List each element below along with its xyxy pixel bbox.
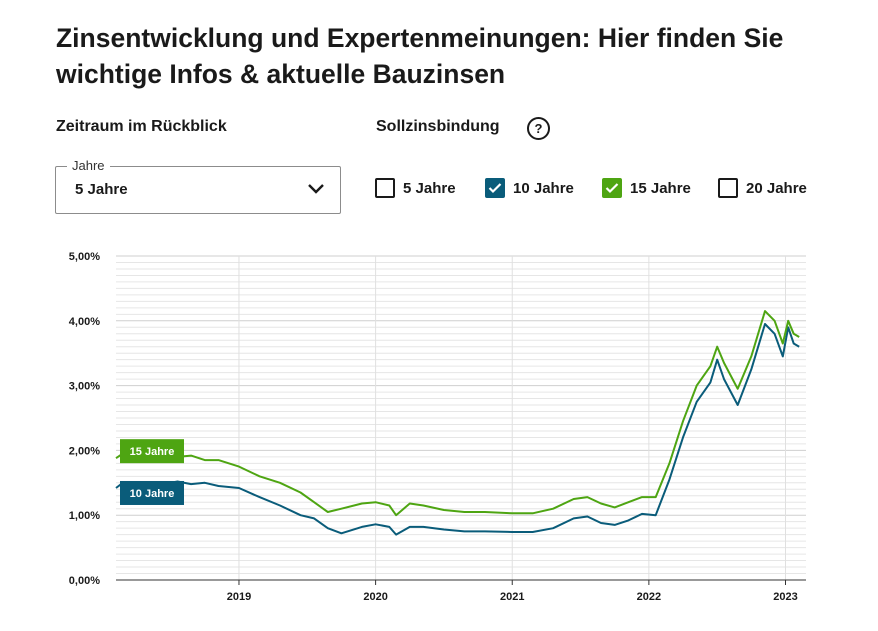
y-tick-label: 0,00% <box>69 575 100 587</box>
series-line-15-jahre <box>115 310 800 517</box>
checkbox-5-jahre-label: 5 Jahre <box>403 179 456 197</box>
checkbox-10-jahre[interactable]: 10 Jahre <box>485 178 574 198</box>
checkbox-20-jahre[interactable]: 20 Jahre <box>718 178 807 198</box>
series-badge-10-jahre <box>120 480 184 505</box>
checkbox-15-jahre[interactable]: 15 Jahre <box>602 178 691 198</box>
period-select-value: 5 Jahre <box>75 181 128 198</box>
y-tick-label: 1,00% <box>69 510 100 522</box>
x-tick-label: 2020 <box>363 591 387 603</box>
series-badge-label: 10 Jahre <box>130 488 175 500</box>
y-tick-label: 4,00% <box>69 316 100 328</box>
checkbox-20-jahre-box[interactable] <box>718 178 738 198</box>
checkbox-5-jahre[interactable]: 5 Jahre <box>375 178 456 198</box>
y-tick-label: 2,00% <box>69 445 100 457</box>
checkbox-20-jahre-label: 20 Jahre <box>746 179 807 197</box>
checkbox-5-jahre-box[interactable] <box>375 178 395 198</box>
series-line-10-jahre <box>115 323 800 536</box>
x-tick-label: 2021 <box>500 591 524 603</box>
series-badge-label: 15 Jahre <box>130 446 175 458</box>
checkbox-15-jahre-label: 15 Jahre <box>630 179 691 197</box>
period-select[interactable]: Jahre 5 Jahre <box>55 158 341 214</box>
x-tick-label: 2019 <box>227 591 251 603</box>
title-line-1: Zinsentwicklung und Expertenmeinungen: H… <box>56 23 784 53</box>
y-tick-label: 3,00% <box>69 381 100 393</box>
checkbox-10-jahre-box[interactable] <box>485 178 505 198</box>
check-icon <box>605 183 619 194</box>
check-icon <box>488 183 502 194</box>
page-title: Zinsentwicklung und Expertenmeinungen: H… <box>56 20 846 92</box>
checkbox-15-jahre-box[interactable] <box>602 178 622 198</box>
period-label: Zeitraum im Rückblick <box>56 118 227 135</box>
period-select-legend: Jahre <box>67 158 110 173</box>
chevron-down-icon <box>308 184 324 194</box>
help-icon[interactable]: ? <box>527 117 550 140</box>
title-line-2: wichtige Infos & aktuelle Bauzinsen <box>56 59 506 89</box>
checkbox-10-jahre-label: 10 Jahre <box>513 179 574 197</box>
fixation-label: Sollzinsbindung <box>376 118 500 135</box>
y-tick-label: 5,00% <box>69 251 100 263</box>
x-tick-label: 2023 <box>773 591 797 603</box>
series-badge-15-jahre <box>120 439 184 464</box>
x-tick-label: 2022 <box>637 591 661 603</box>
